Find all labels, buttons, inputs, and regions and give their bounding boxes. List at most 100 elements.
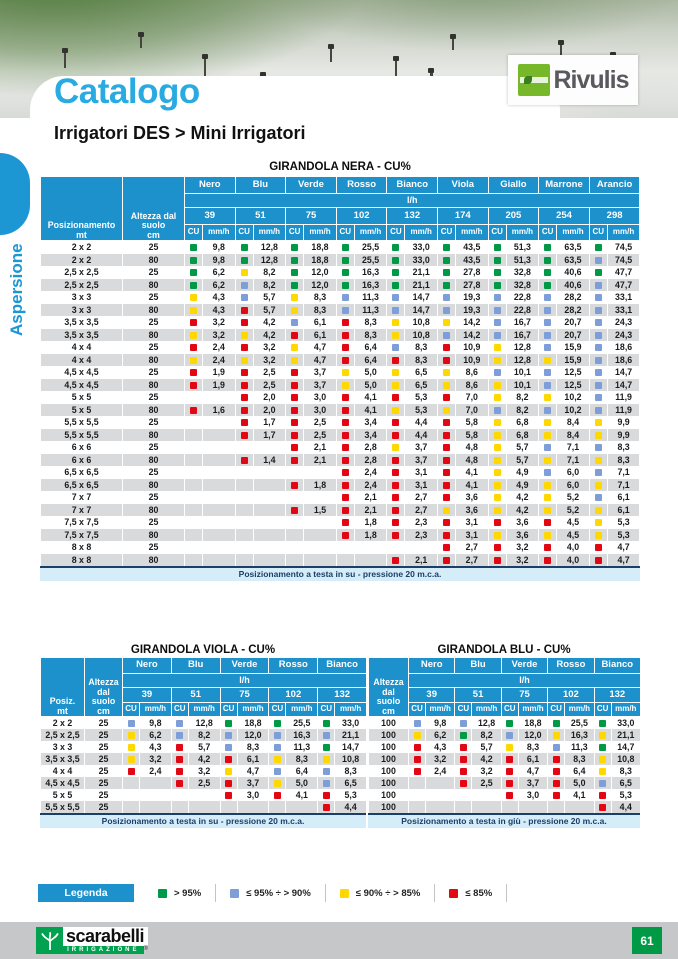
mmh-cell: 5,8 <box>455 428 489 441</box>
cu-marker <box>544 294 552 302</box>
cu-cell <box>234 466 254 479</box>
cu-cell <box>386 528 406 541</box>
mmh-cell: 3,7 <box>404 441 438 454</box>
pos-cell: 5 x 5 <box>40 789 85 801</box>
mmh-cell: 12,8 <box>252 253 287 266</box>
rivulis-logo-icon <box>517 64 550 96</box>
cu-cell <box>593 789 612 801</box>
mmh-cell: 51,3 <box>505 240 540 254</box>
cu-marker <box>544 306 552 314</box>
cu-cell <box>184 516 203 529</box>
scarabelli-logo-text: scarabelli <box>63 927 149 946</box>
mmh-label: mm/h <box>187 702 221 717</box>
alt-cell: 25 <box>122 240 185 254</box>
header-card <box>30 76 560 120</box>
mmh-cell <box>252 466 287 479</box>
mmh-cell: 5,0 <box>285 777 319 789</box>
cu-marker <box>459 756 467 764</box>
cu-label: CU <box>547 702 566 717</box>
cu-marker <box>225 780 233 788</box>
cu-marker <box>341 431 349 439</box>
alt-cell: 100 <box>368 789 409 801</box>
cu-marker <box>291 394 299 402</box>
cu-cell <box>538 478 558 491</box>
mmh-cell: 4,1 <box>564 789 595 801</box>
cu-marker <box>594 319 602 327</box>
cu-marker <box>322 792 330 800</box>
pos-cell: 2 x 2 <box>40 716 85 729</box>
mmh-cell <box>424 801 456 813</box>
cu-marker <box>493 444 501 452</box>
nozzle-color-header: Nero <box>122 657 172 674</box>
cu-marker <box>392 494 400 502</box>
mmh-cell: 10,2 <box>556 391 590 404</box>
cu-cell <box>335 416 355 429</box>
pos-cell: 4,5 x 4,5 <box>40 378 123 391</box>
mmh-label: mm/h <box>606 224 641 241</box>
mmh-cell: 3,4 <box>353 428 388 441</box>
cu-cell <box>588 378 608 391</box>
alt-cell: 25 <box>122 341 185 354</box>
cu-cell <box>234 316 254 329</box>
nozzle-color-header: Giallo <box>487 176 540 194</box>
cu-cell <box>437 541 456 554</box>
table-row: 4 x 4 25 2,4 3,2 4,7 6,4 8,3 <box>40 765 368 777</box>
cu-cell <box>234 528 254 541</box>
mmh-cell: 3,1 <box>455 516 489 529</box>
table-row: 4 x 4 25 2,4 3,2 4,7 6,4 8,3 10,9 12,8 15,9 18,6 <box>40 341 641 354</box>
cu-marker <box>240 381 248 389</box>
cu-marker <box>341 369 349 377</box>
mmh-cell: 10,8 <box>404 316 438 329</box>
cu-marker <box>190 369 197 377</box>
cu-cell <box>234 391 254 404</box>
cu-marker <box>190 269 197 277</box>
cu-cell <box>538 441 558 454</box>
mmh-cell: 6,8 <box>505 416 540 429</box>
cu-marker <box>493 494 501 502</box>
cu-marker <box>291 406 299 414</box>
cu-label: CU <box>184 224 203 241</box>
cu-cell <box>184 416 203 429</box>
cu-marker <box>493 481 501 489</box>
cu-marker <box>240 344 248 352</box>
cu-cell <box>588 341 608 354</box>
cu-label: CU <box>437 224 456 241</box>
cu-marker <box>291 281 299 289</box>
cu-marker <box>291 356 299 364</box>
cu-cell <box>588 266 608 279</box>
cu-marker <box>341 456 349 464</box>
mmh-cell: 8,3 <box>353 316 388 329</box>
mmh-cell: 2,4 <box>353 466 388 479</box>
flow-value-header: 102 <box>268 687 319 703</box>
flow-value-header: 39 <box>407 687 456 703</box>
mmh-cell: 24,3 <box>606 328 641 341</box>
pos-cell: 5 x 5 <box>40 403 123 416</box>
mmh-cell: 21,1 <box>334 729 368 741</box>
mmh-cell <box>353 553 388 566</box>
cu-cell <box>184 366 203 379</box>
cu-cell <box>500 716 519 729</box>
cu-label: CU <box>268 702 287 717</box>
mmh-cell: 4,2 <box>505 491 540 504</box>
cu-cell <box>593 777 612 789</box>
cu-cell <box>408 729 426 741</box>
cu-cell <box>588 278 608 291</box>
cu-marker <box>493 506 501 514</box>
table-row: 5 x 5 25 2,0 3,0 4,1 5,3 7,0 8,2 10,2 11,9 <box>40 391 641 404</box>
nozzle-color-header: Rosso <box>335 176 388 194</box>
cu-cell <box>285 491 305 504</box>
cu-marker <box>127 720 135 728</box>
cu-cell <box>184 541 203 554</box>
cu-marker <box>594 406 602 414</box>
cu-cell <box>122 777 140 789</box>
cu-marker <box>341 394 349 402</box>
table-row: 8 x 8 80 2,1 2,7 3,2 4,0 4,7 <box>40 553 641 566</box>
cu-marker <box>443 556 450 564</box>
cu-marker <box>599 780 607 788</box>
nozzle-color-header: Verde <box>285 176 337 194</box>
mmh-cell: 6,1 <box>606 503 641 516</box>
mmh-cell: 6,0 <box>556 478 590 491</box>
rivulis-logo: Rivulis <box>508 55 638 105</box>
mmh-cell: 2,1 <box>303 453 337 466</box>
table-row: 4,5 x 4,5 25 1,9 2,5 3,7 5,0 6,5 8,6 10,1 12,5 14,… <box>40 366 641 379</box>
